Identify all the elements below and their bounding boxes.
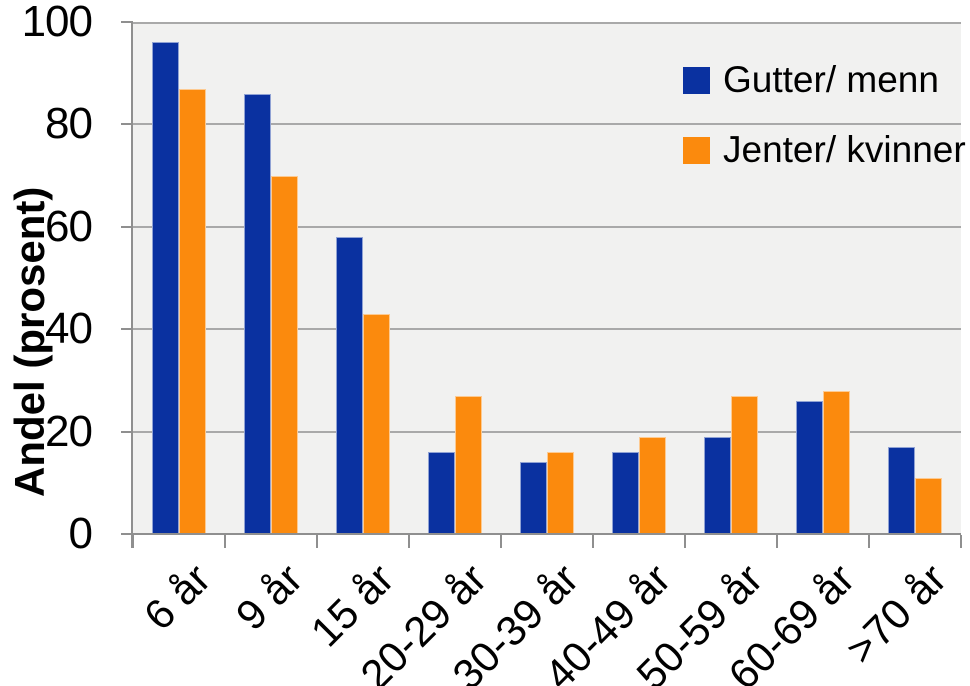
bar-jenter-kvinner-1 bbox=[179, 88, 206, 534]
y-axis-line bbox=[131, 22, 133, 548]
x-category-label-9: >70 år bbox=[836, 554, 955, 673]
y-tick-label-0: 0 bbox=[68, 509, 93, 558]
bar-gutter-menn-9 bbox=[888, 446, 915, 534]
bar-jenter-kvinner-9 bbox=[915, 477, 942, 534]
x-category-label-1: 6 år bbox=[134, 554, 219, 639]
gridline-100 bbox=[133, 22, 961, 24]
y-tick-label-60: 60 bbox=[45, 201, 93, 251]
bar-jenter-kvinner-5 bbox=[547, 452, 574, 534]
legend-swatch-jenter-kvinner-icon bbox=[683, 136, 710, 164]
legend: Gutter/ menn Jenter/ kvinner bbox=[683, 61, 966, 201]
y-tick-100 bbox=[121, 21, 133, 23]
bar-jenter-kvinner-7 bbox=[731, 395, 758, 534]
x-tick-2 bbox=[316, 535, 318, 548]
bar-gutter-menn-7 bbox=[704, 436, 731, 534]
x-tick-6 bbox=[684, 535, 686, 548]
x-tick-5 bbox=[592, 535, 594, 548]
plot-area bbox=[133, 22, 961, 534]
gridline-80 bbox=[133, 123, 961, 126]
y-tick-label-40: 40 bbox=[45, 304, 93, 354]
y-tick-40 bbox=[121, 328, 133, 331]
bar-gutter-menn-6 bbox=[612, 452, 639, 534]
x-tick-8 bbox=[868, 535, 870, 548]
bar-gutter-menn-1 bbox=[152, 42, 179, 534]
y-tick-0 bbox=[121, 533, 133, 535]
y-tick-20 bbox=[121, 430, 133, 433]
bar-jenter-kvinner-4 bbox=[455, 395, 482, 534]
x-tick-0 bbox=[132, 535, 134, 548]
legend-label-gutter-menn: Gutter/ menn bbox=[723, 59, 939, 100]
x-category-label-2: 9 år bbox=[226, 554, 311, 639]
x-axis-line bbox=[121, 533, 961, 535]
x-tick-3 bbox=[408, 535, 410, 548]
gridline-40 bbox=[133, 328, 961, 331]
y-tick-60 bbox=[121, 225, 133, 228]
x-tick-1 bbox=[224, 535, 226, 548]
y-tick-label-100: 100 bbox=[21, 0, 93, 46]
x-tick-7 bbox=[776, 535, 778, 548]
bar-jenter-kvinner-6 bbox=[639, 436, 666, 534]
gridline-20 bbox=[133, 430, 961, 433]
bar-gutter-menn-2 bbox=[244, 93, 271, 534]
bar-gutter-menn-3 bbox=[336, 237, 363, 534]
x-tick-4 bbox=[500, 535, 502, 548]
bar-jenter-kvinner-3 bbox=[363, 313, 390, 534]
legend-item-jenter-kvinner: Jenter/ kvinner bbox=[683, 131, 966, 169]
y-tick-label-20: 20 bbox=[45, 406, 93, 456]
legend-label-jenter-kvinner: Jenter/ kvinner bbox=[723, 129, 966, 170]
bar-gutter-menn-5 bbox=[520, 462, 547, 534]
legend-item-gutter-menn: Gutter/ menn bbox=[683, 61, 966, 99]
y-tick-label-80: 80 bbox=[45, 99, 93, 149]
bar-jenter-kvinner-2 bbox=[271, 175, 298, 534]
bar-gutter-menn-8 bbox=[796, 400, 823, 534]
bar-gutter-menn-4 bbox=[428, 452, 455, 534]
legend-swatch-gutter-menn-icon bbox=[683, 66, 710, 94]
x-tick-9 bbox=[960, 535, 962, 548]
gridline-60 bbox=[133, 225, 961, 228]
y-tick-80 bbox=[121, 123, 133, 126]
bar-jenter-kvinner-8 bbox=[823, 390, 850, 534]
